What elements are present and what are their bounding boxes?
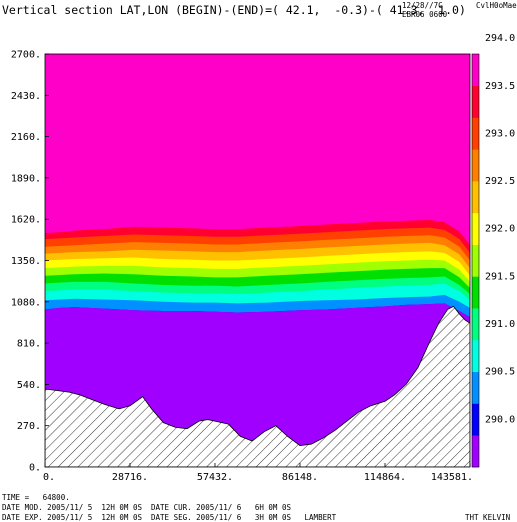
x-tick-label: 143581. [431, 472, 473, 483]
colorbar-label: 292.5 [485, 176, 515, 187]
colorbar-segment-3 [472, 339, 479, 372]
colorbar-segment-9 [472, 149, 479, 182]
colorbar-segment-1 [472, 403, 479, 436]
colorbar-segment-2 [472, 371, 479, 404]
colorbar-label: 294.0 [485, 33, 515, 44]
stamp-line-2: EBR06 0600 [402, 10, 448, 19]
y-tick-label: 810. [17, 339, 41, 350]
stamp-line-1: 12/28//7C [402, 1, 443, 10]
colorbar-label: 292.0 [485, 224, 515, 235]
units-label: THT KELVIN [465, 513, 511, 522]
colorbar-segment-10 [472, 117, 479, 150]
date-line-2: DATE EXP. 2005/11/ 5 12H 0M 0S DATE SEG.… [2, 513, 337, 522]
y-tick-label: 1620. [11, 215, 41, 226]
y-tick-label: 270. [17, 421, 41, 432]
colorbar-segment-5 [472, 276, 479, 309]
y-tick-label: 2700. [11, 50, 41, 61]
colorbar-segment-6 [472, 244, 479, 277]
time-label: TIME = 64800. [2, 493, 70, 502]
date-line-1: DATE MOD. 2005/11/ 5 12H 0M 0S DATE CUR.… [2, 503, 291, 512]
stamp-right: CvlH0oMae [476, 1, 517, 10]
terrain [45, 305, 470, 467]
x-tick-label: 114864. [364, 472, 406, 483]
x-tick-label: 86148. [282, 472, 318, 483]
chart-title: Vertical section LAT,LON (BEGIN)-(END)=(… [2, 3, 466, 17]
colorbar-label: 293.5 [485, 81, 515, 92]
y-tick-label: 1890. [11, 173, 41, 184]
colorbar-label: 293.0 [485, 128, 515, 139]
colorbar-label: 290.0 [485, 414, 515, 425]
colorbar-segment-11 [472, 85, 479, 118]
colorbar-segment-8 [472, 181, 479, 214]
colorbar-label: 291.0 [485, 319, 515, 330]
colorbar-frame [471, 53, 480, 468]
y-tick-label: 2430. [11, 91, 41, 102]
x-tick-label: 28716. [112, 472, 148, 483]
colorbar-segment-7 [472, 212, 479, 245]
colorbar-segment-12 [472, 54, 479, 87]
colorbar-segment-4 [472, 308, 479, 341]
stamp: 12/28//7C EBR06 0600 [402, 1, 447, 19]
x-tick-label: 57432. [197, 472, 233, 483]
x-tick-label: 0. [43, 472, 55, 483]
y-tick-label: 0. [29, 463, 41, 474]
colorbar-segment-0 [472, 435, 479, 468]
y-tick-label: 540. [17, 380, 41, 391]
y-tick-label: 2160. [11, 132, 41, 143]
colorbar-label: 291.5 [485, 271, 515, 282]
y-tick-label: 1080. [11, 297, 41, 308]
y-tick-label: 1350. [11, 256, 41, 267]
colorbar-label: 290.5 [485, 367, 515, 378]
